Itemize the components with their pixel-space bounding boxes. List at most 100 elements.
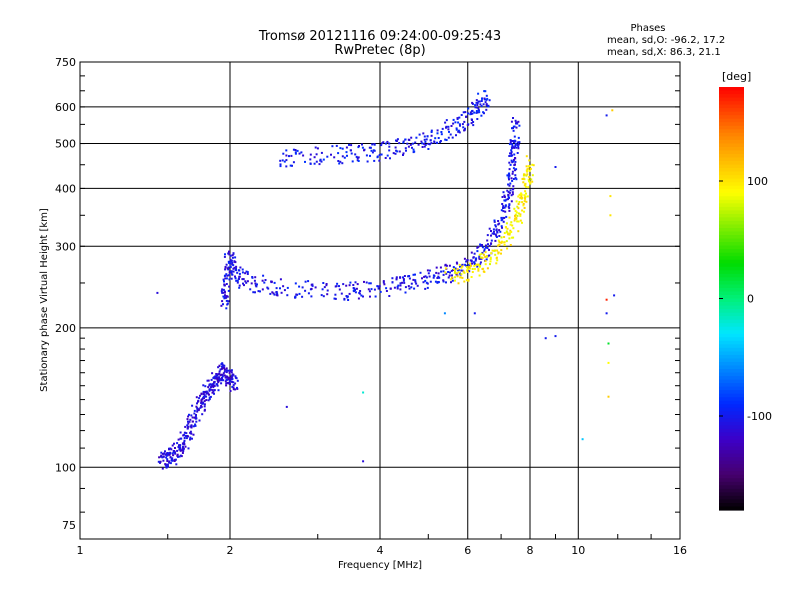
data-point [159,460,162,463]
data-point [472,121,475,123]
data-point [528,180,530,183]
colorbar-segment [719,305,744,310]
data-point [500,241,503,244]
data-point [435,266,438,269]
data-point [472,124,475,127]
data-point [368,290,371,293]
data-point [423,275,426,278]
data-point [511,143,514,146]
data-point [383,283,386,286]
data-point [289,164,292,167]
data-point [157,460,160,463]
data-point [279,159,282,162]
data-point [525,192,527,195]
data-point [208,398,211,401]
data-point [234,382,237,385]
data-point [413,150,416,153]
data-point [314,286,317,289]
data-point [514,119,517,122]
data-point [510,221,513,224]
data-point [225,307,228,310]
data-point [482,111,485,114]
colorbar-segment [719,400,744,405]
data-point [522,177,525,180]
colorbar-segment [719,330,744,335]
data-point [508,161,511,164]
data-point [527,178,530,181]
colorbar-segment [719,291,744,296]
data-point [479,263,482,266]
data-point [211,391,214,394]
data-point [493,232,496,235]
data-point [194,417,197,420]
data-point [518,124,521,127]
data-point [369,154,371,157]
data-point [457,269,460,272]
data-point [393,286,396,289]
data-point [512,178,515,180]
data-point [484,246,487,249]
data-point [430,129,433,132]
data-point [225,263,228,266]
data-point [489,263,491,266]
data-point [465,260,468,263]
data-point [232,264,235,267]
data-point [320,294,323,297]
data-point [471,112,474,115]
data-point [304,280,307,283]
data-point [467,112,469,115]
data-point [316,147,319,150]
chart-title: Tromsø 20121116 09:24:00-09:25:43 [258,29,501,44]
data-point [424,140,427,143]
data-point [176,454,179,457]
data-point [457,282,460,285]
data-point [338,285,340,288]
data-point [517,220,520,223]
data-point [498,229,501,232]
colorbar-segment [719,213,744,219]
data-point [495,236,498,238]
data-point [377,285,380,288]
data-point [207,386,210,389]
data-point [189,430,192,433]
data-point [402,152,405,155]
colorbar-segment [719,344,744,349]
data-point [505,198,508,201]
data-point [508,178,510,181]
data-point [396,150,399,153]
data-point [478,253,481,256]
data-point [200,402,203,405]
data-point [475,101,478,104]
data-point [228,250,230,253]
data-point [515,168,518,171]
y-tick-label: 750 [55,56,76,69]
data-point [275,287,278,290]
colorbar-segment [719,175,744,180]
data-point [470,276,473,278]
colorbar-segment [719,168,744,173]
data-point [424,287,427,290]
data-point [514,213,517,216]
data-point [339,147,342,150]
data-point [203,409,206,412]
colorbar-segment [719,337,744,342]
colorbar-segment [719,196,744,201]
data-point [224,266,227,269]
colorbar-segment [719,122,744,127]
data-point [365,154,368,157]
data-point [474,104,477,107]
data-point [477,269,480,272]
data-point [179,454,182,457]
data-point [230,380,233,383]
data-point [544,337,547,340]
data-point [517,212,520,215]
data-point [511,146,514,148]
data-point [498,235,501,237]
data-point [209,395,212,398]
data-point [477,245,480,248]
data-point [513,163,516,166]
colorbar-segment [719,108,744,113]
data-point [319,159,322,162]
y-tick-label: 500 [55,138,76,151]
data-point [501,226,503,229]
